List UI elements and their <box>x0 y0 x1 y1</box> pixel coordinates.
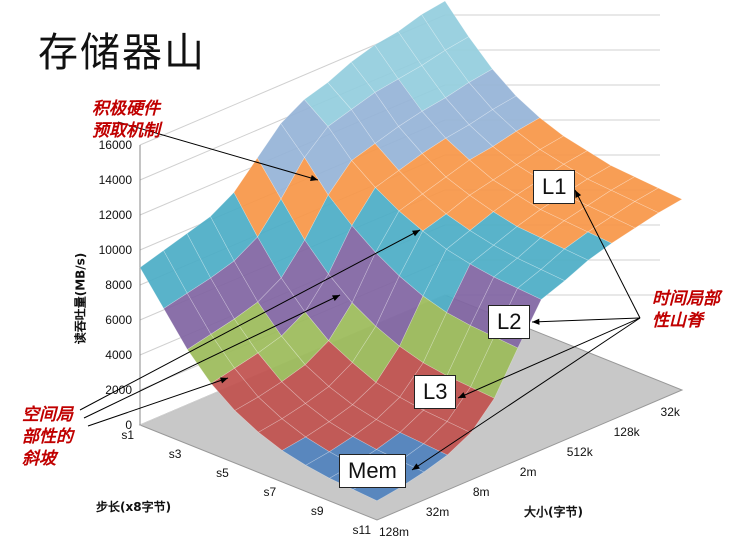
arrow-spatial-2-head <box>332 295 340 301</box>
arrow-prefetch-head <box>310 174 318 181</box>
z-tick-label: 0 <box>125 418 132 432</box>
stride-tick-label: s7 <box>264 485 277 499</box>
size-tick-label: 8m <box>473 485 490 499</box>
arrow-temporal-l3 <box>457 317 641 399</box>
page-title: 存储器山 <box>38 30 206 76</box>
arrow-spatial-1 <box>79 229 421 411</box>
arrow-temporal-mem-head <box>412 463 420 470</box>
box-l1: L1 <box>533 170 576 204</box>
box-mem: Mem <box>339 454 406 488</box>
arrow-spatial-3 <box>87 377 229 427</box>
z-tick-label: 14000 <box>99 173 133 187</box>
surface-cell <box>587 216 636 244</box>
size-tick-label: 128k <box>614 425 641 439</box>
annotation-temporal-line: 性山脊 <box>652 311 703 331</box>
size-tick-label: 32k <box>661 405 681 419</box>
arrow-temporal-l2 <box>531 317 641 323</box>
annotation-arrows <box>79 121 641 471</box>
stride-tick-label: s9 <box>311 504 324 518</box>
size-tick-label: 128m <box>379 525 409 539</box>
annotation-spatial: 空间局 部性的 斜坡 <box>22 404 73 470</box>
size-tick-label: 32m <box>426 505 449 519</box>
z-axis-title: 读吞吐量(MB/s) <box>73 252 88 345</box>
y-axis-title: 大小(字节) <box>524 505 583 519</box>
z-tick-label: 16000 <box>99 138 133 152</box>
arrow-temporal-l1-head <box>575 190 582 198</box>
surface-cell <box>446 386 495 434</box>
arrow-temporal-l2-head <box>532 318 540 325</box>
arrow-spatial-1-head <box>412 230 420 237</box>
box-l2: L2 <box>488 305 531 339</box>
arrow-temporal-l1 <box>574 189 641 319</box>
arrow-temporal-l3-head <box>458 392 466 398</box>
stride-tick-label: s3 <box>169 447 182 461</box>
z-tick-label: 10000 <box>99 243 133 257</box>
x-axis-title: 步长(x8字节) <box>96 500 172 514</box>
surface-plot <box>139 0 683 502</box>
arrow-temporal-mem <box>411 317 641 471</box>
z-tick-label: 12000 <box>99 208 133 222</box>
z-tick-label: 4000 <box>105 348 132 362</box>
annotation-spatial-line: 空间局 <box>22 405 73 425</box>
size-tick-label: 512k <box>567 445 594 459</box>
size-tick-label: 2m <box>520 465 537 479</box>
annotation-temporal-line: 时间局部 <box>652 289 720 309</box>
stride-tick-label: s11 <box>353 523 372 537</box>
arrow-prefetch <box>117 121 319 181</box>
arrow-spatial-2 <box>83 294 341 419</box>
annotation-temporal: 时间局部 性山脊 <box>652 288 720 332</box>
annotation-prefetch: 积极硬件 预取机制 <box>92 98 160 142</box>
arrow-spatial-3-head <box>220 377 228 384</box>
box-l3: L3 <box>414 375 457 409</box>
annotation-prefetch-line: 预取机制 <box>92 121 160 141</box>
stride-tick-label: s1 <box>121 428 134 442</box>
annotation-spatial-line: 部性的 <box>22 427 73 447</box>
annotation-prefetch-line: 积极硬件 <box>92 99 160 119</box>
z-tick-label: 8000 <box>105 278 132 292</box>
stride-tick-label: s5 <box>216 466 229 480</box>
z-tick-label: 6000 <box>105 313 132 327</box>
surface-cell <box>610 201 660 229</box>
axis-ticks: 0200040006000800010000120001400016000s1s… <box>99 138 681 539</box>
annotation-spatial-line: 斜坡 <box>22 449 56 469</box>
